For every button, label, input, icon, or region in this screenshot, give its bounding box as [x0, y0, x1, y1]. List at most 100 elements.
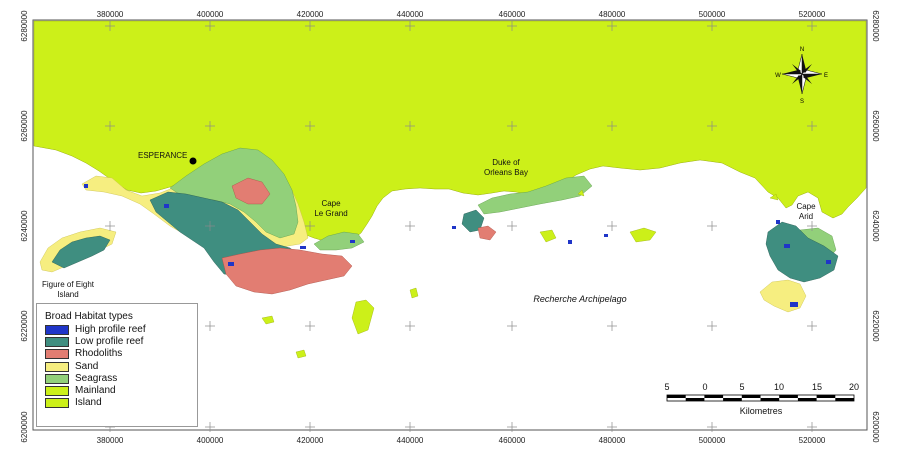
rhodoliths-duke-islet: [477, 225, 497, 241]
scale-tick-label: 5: [664, 382, 669, 392]
northing-left-label: 6220000: [20, 310, 29, 342]
northing-labels-left: 6280000 6260000 6240000 6220000 6200000: [20, 10, 29, 443]
northing-left-label: 6200000: [20, 411, 29, 443]
scale-bar-segment: [667, 395, 686, 398]
legend-swatch: [45, 337, 69, 348]
label-esperance: ESPERANCE: [138, 151, 187, 160]
scale-bar-segment: [685, 398, 705, 401]
legend-label: Mainland: [75, 385, 116, 397]
scale-bar-segment: [704, 395, 724, 398]
legend-swatch: [45, 361, 69, 372]
habitat-legend: Broad Habitat types High profile reef Low…: [36, 303, 198, 427]
scale-tick-label: 0: [702, 382, 707, 392]
scale-bar-segment: [797, 398, 817, 401]
scale-tick-label: 20: [849, 382, 859, 392]
scale-bar-segment: [760, 398, 780, 401]
rhodoliths-esperance: [221, 247, 353, 295]
label-recherche-archipelago: Recherche Archipelago: [533, 294, 626, 304]
legend-item: Sand: [45, 361, 197, 373]
legend-label: Rhodoliths: [75, 348, 123, 360]
legend-item: Island: [45, 397, 197, 409]
legend-swatch: [45, 386, 69, 397]
east-letter: E: [824, 73, 828, 79]
legend-rows: High profile reef Low profile reef Rhodoli…: [45, 324, 197, 409]
low-reef-figure-eight: [51, 235, 111, 269]
northing-left-label: 6280000: [20, 10, 29, 42]
scale-bar-segment: [816, 395, 836, 398]
offshore-islands: [261, 189, 779, 359]
easting-bottom-label: 520000: [799, 436, 826, 445]
low-reef-cape-arid: [765, 221, 839, 283]
easting-labels-top: 380000 400000 420000 440000 460000 48000…: [97, 10, 826, 19]
scale-tick-label: 5: [739, 382, 744, 392]
scale-bar-segments: [666, 394, 855, 402]
northing-right-label: 6280000: [871, 10, 880, 42]
west-letter: W: [775, 73, 781, 79]
easting-bottom-label: 440000: [397, 436, 424, 445]
south-letter: S: [800, 99, 804, 105]
easting-top-label: 400000: [197, 10, 224, 19]
label-figure-eight-line2: Island: [57, 290, 78, 299]
label-cape-arid-line1: Cape: [796, 202, 816, 211]
label-duke-line1: Duke of: [492, 158, 520, 167]
legend-swatch: [45, 398, 69, 409]
scale-bar-segment: [723, 398, 742, 401]
seagrass-cape-legrand: [313, 231, 365, 251]
scale-bar: 5 0 5 10 15 20 Kilometres: [664, 382, 859, 416]
label-cape-arid-line2: Arid: [799, 212, 813, 221]
legend-title: Broad Habitat types: [45, 311, 133, 322]
scale-tick-label: 15: [812, 382, 822, 392]
label-cape-legrand-line1: Cape: [321, 199, 341, 208]
scale-bar-segment: [835, 398, 854, 401]
easting-bottom-label: 380000: [97, 436, 124, 445]
scale-bar-segment: [779, 395, 798, 398]
legend-item: Seagrass: [45, 373, 197, 385]
easting-top-label: 520000: [799, 10, 826, 19]
northing-right-label: 6220000: [871, 310, 880, 342]
northing-left-label: 6260000: [20, 110, 29, 142]
easting-bottom-label: 500000: [699, 436, 726, 445]
label-figure-eight-line1: Figure of Eight: [42, 280, 95, 289]
label-cape-legrand-line2: Le Grand: [314, 209, 347, 218]
easting-bottom-label: 480000: [599, 436, 626, 445]
scale-bar-outline: [666, 394, 855, 402]
legend-item: Low profile reef: [45, 336, 197, 348]
scale-tick-label: 10: [774, 382, 784, 392]
rhodoliths-inner: [231, 177, 271, 205]
northing-right-label: 6200000: [871, 411, 880, 443]
easting-top-label: 480000: [599, 10, 626, 19]
northing-right-label: 6240000: [871, 210, 880, 242]
legend-item: Mainland: [45, 385, 197, 397]
legend-swatch: [45, 349, 69, 360]
legend-item: Rhodoliths: [45, 348, 197, 360]
easting-bottom-label: 420000: [297, 436, 324, 445]
legend-item: High profile reef: [45, 324, 197, 336]
easting-bottom-label: 400000: [197, 436, 224, 445]
north-letter: N: [800, 47, 804, 53]
easting-top-label: 500000: [699, 10, 726, 19]
easting-top-label: 420000: [297, 10, 324, 19]
northing-labels-right: 6280000 6260000 6240000 6220000 6200000: [871, 10, 880, 443]
north-arrow-icon: N S E W: [775, 47, 828, 105]
legend-label: Low profile reef: [75, 336, 144, 348]
seagrass-duke-bay: [477, 175, 593, 215]
graticule-crosses: [105, 21, 817, 432]
legend-swatch: [45, 325, 69, 336]
scale-bar-segment: [741, 395, 761, 398]
legend-label: High profile reef: [75, 324, 146, 336]
scale-unit-label: Kilometres: [740, 406, 783, 416]
easting-bottom-label: 460000: [499, 436, 526, 445]
northing-left-label: 6240000: [20, 210, 29, 242]
easting-top-label: 380000: [97, 10, 124, 19]
label-duke-line2: Orleans Bay: [484, 168, 528, 177]
legend-label: Seagrass: [75, 372, 118, 384]
easting-top-label: 440000: [397, 10, 424, 19]
esperance-town-marker: [189, 157, 197, 165]
legend-label: Island: [75, 397, 102, 409]
legend-swatch: [45, 373, 69, 384]
northing-right-label: 6260000: [871, 110, 880, 142]
legend-label: Sand: [75, 360, 99, 372]
easting-labels-bottom: 380000 400000 420000 440000 460000 48000…: [97, 436, 826, 445]
easting-top-label: 460000: [499, 10, 526, 19]
